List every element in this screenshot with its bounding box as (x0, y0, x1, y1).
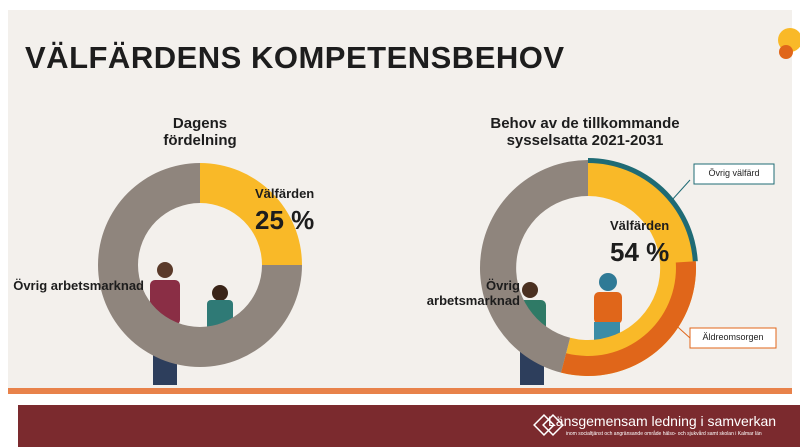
chart-title: Dagens fördelning (163, 115, 237, 149)
footer-logo (533, 414, 564, 436)
value-label: 54 % (610, 237, 670, 267)
logo (778, 28, 800, 59)
donut-segment (479, 159, 588, 373)
callout-box (693, 163, 775, 185)
segment-label: Välfärden (610, 218, 670, 233)
value-label: 25 % (255, 205, 315, 235)
footer-title: Länsgemensam ledning i samverkan (548, 413, 777, 429)
footer-subtitle: inom socialtjänst och angränsande område… (566, 431, 762, 437)
segment-label: Välfärden (255, 186, 315, 201)
divider (8, 388, 792, 394)
breakdown-segment (588, 158, 698, 262)
chart-title: Behov av de tillkommande sysselsatta 202… (490, 115, 680, 149)
donut-segment (200, 163, 302, 265)
footer-bar (18, 405, 800, 447)
donut-segment (98, 163, 302, 367)
page-title: VÄLFÄRDENS KOMPETENSBEHOV (25, 40, 565, 75)
segment-label: Övrig arbetsmarknad (13, 278, 144, 293)
breakdown-segment (561, 261, 697, 377)
segment-label: Övrig arbetsmarknad (426, 278, 520, 308)
callout-box (689, 327, 777, 349)
callout-line (671, 179, 691, 201)
breakdown-label: Övrig välfärd (708, 168, 760, 178)
breakdown-label: Äldreomsorgen (702, 332, 764, 342)
